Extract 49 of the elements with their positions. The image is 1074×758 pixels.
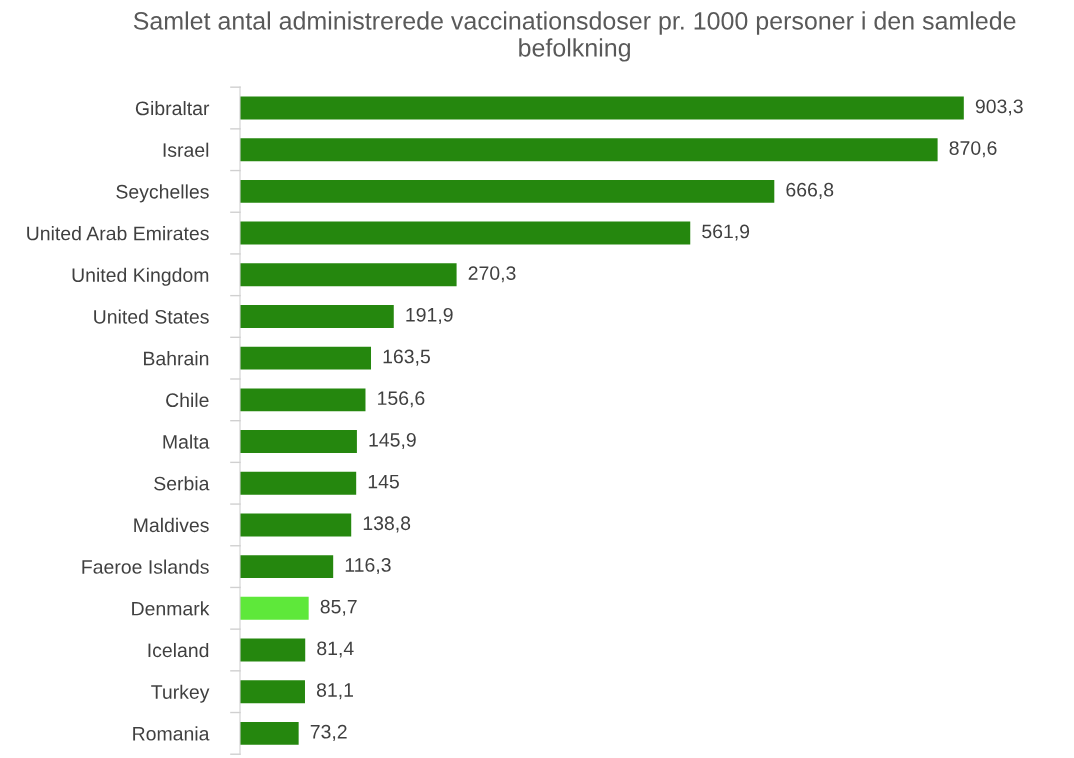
data-label: 870,6 xyxy=(949,141,997,158)
data-label: 666,8 xyxy=(786,182,834,199)
bar xyxy=(240,513,352,537)
y-tick-label: Bahrain xyxy=(144,351,209,366)
data-label: 138,8 xyxy=(363,516,411,533)
bar xyxy=(240,221,691,245)
data-label: 145,9 xyxy=(369,432,416,450)
y-tick-label: Iceland xyxy=(148,642,209,658)
bar xyxy=(240,596,309,620)
data-label: 903,3 xyxy=(975,99,1023,116)
bar xyxy=(240,388,366,412)
bar xyxy=(240,305,394,328)
bar xyxy=(240,471,357,495)
y-tick-label: Seychelles xyxy=(116,184,209,203)
bar xyxy=(240,555,334,579)
bar xyxy=(240,430,357,453)
data-label: 270,3 xyxy=(468,266,516,283)
y-tick-label: Turkey xyxy=(151,684,210,703)
bar xyxy=(240,263,457,287)
y-tick-label: Faeroe Islands xyxy=(82,559,209,574)
chart-title: Samlet antal administrerede vaccinationsdoser pr. 1000 personer i den samlede befolkning xyxy=(133,11,1016,62)
data-label: 85,7 xyxy=(320,599,357,616)
y-tick-label: Maldives xyxy=(134,517,209,533)
bar xyxy=(240,680,305,704)
y-tick-label: Serbia xyxy=(154,476,210,491)
data-label: 145 xyxy=(368,474,399,489)
bar xyxy=(240,638,306,662)
y-tick-label: United Arab Emirates xyxy=(27,226,209,241)
data-label: 561,9 xyxy=(702,224,750,241)
y-tick-label: Chile xyxy=(166,392,209,408)
bar xyxy=(240,721,299,745)
bar xyxy=(240,138,938,162)
data-label: 163,5 xyxy=(383,349,430,366)
y-tick-label: United Kingdom xyxy=(72,267,209,286)
data-label: 73,2 xyxy=(310,724,347,741)
bar xyxy=(240,179,775,203)
y-tick-label: Denmark xyxy=(132,601,210,616)
y-tick-label: Gibraltar xyxy=(135,100,210,116)
y-tick-label: United States xyxy=(94,309,209,324)
bar xyxy=(240,96,964,120)
data-label: 81,1 xyxy=(316,683,353,700)
data-label: 81,4 xyxy=(317,641,354,658)
data-label: 156,6 xyxy=(378,391,425,408)
data-label: 191,9 xyxy=(406,307,453,324)
y-tick-label: Romania xyxy=(133,726,210,741)
y-tick-label: Israel xyxy=(163,142,209,157)
bar xyxy=(240,346,372,370)
data-label: 116,3 xyxy=(345,558,391,575)
y-tick-label: Malta xyxy=(163,434,210,449)
